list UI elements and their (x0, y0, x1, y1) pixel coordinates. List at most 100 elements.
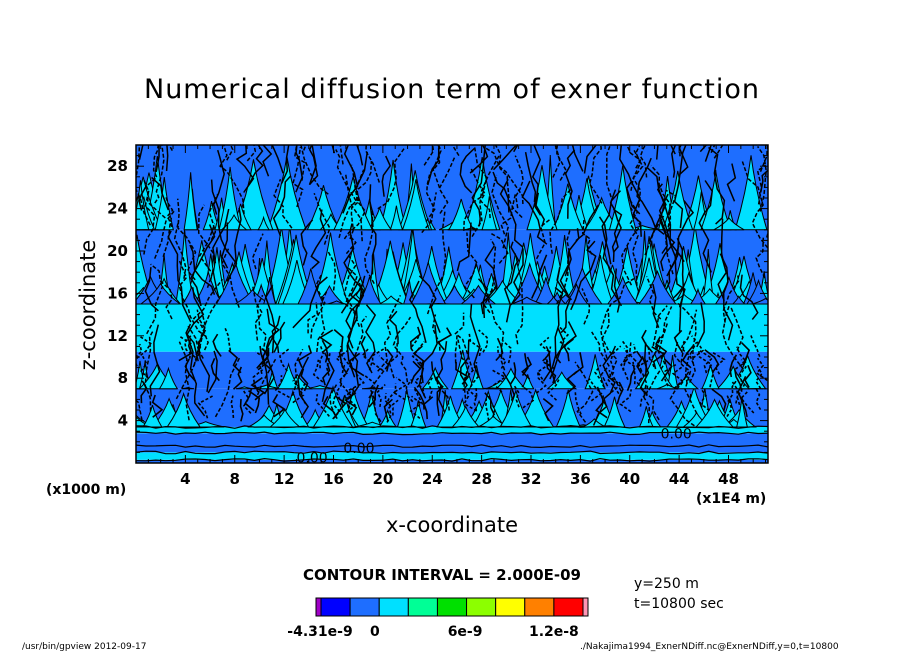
field-band (136, 452, 768, 460)
contour-line (509, 362, 517, 386)
contour-line (235, 145, 255, 193)
contour-line (598, 216, 623, 307)
contour-line (322, 362, 331, 386)
contour-line (427, 375, 434, 399)
contour-line (368, 384, 379, 408)
contour-line (344, 267, 361, 328)
contour-line (671, 145, 677, 178)
contour-line (333, 328, 344, 352)
contour-line (454, 312, 474, 372)
contour-line (601, 308, 622, 392)
contour-line (140, 380, 148, 404)
contour-line (293, 145, 306, 181)
contour-line (609, 189, 622, 263)
x-tick-label: 48 (718, 470, 739, 488)
contour-line (291, 348, 304, 396)
contour-line (542, 397, 554, 422)
field-band (136, 446, 768, 453)
contour-line (499, 178, 524, 248)
contour-line (674, 245, 686, 308)
contour-line (408, 280, 427, 343)
contour-line (658, 306, 673, 350)
contour-line (556, 266, 573, 301)
field-plume (499, 388, 533, 428)
contour-line (136, 444, 768, 449)
contour-line (165, 196, 174, 228)
y-tick-label: 24 (107, 200, 128, 218)
contour-line (198, 223, 216, 289)
contour-line (566, 370, 578, 395)
contour-line (521, 353, 529, 376)
contour-line (473, 388, 478, 411)
contour-line (497, 346, 507, 369)
contour-line (721, 303, 745, 370)
contour-line (348, 352, 365, 377)
contour-line (588, 145, 603, 204)
contour-line (729, 306, 744, 351)
contour-line (192, 278, 224, 351)
contour-line (272, 175, 292, 237)
contour-line (381, 155, 392, 197)
contour-line (392, 316, 412, 383)
contour-line (673, 329, 684, 354)
contour-line (297, 356, 310, 419)
contour-line (717, 218, 728, 301)
contour-line (731, 380, 739, 404)
contour-line (494, 145, 524, 205)
contour-line (150, 263, 173, 320)
field-plume (410, 400, 427, 428)
contour-line (754, 387, 762, 410)
contour-line (655, 145, 659, 160)
contour-line (392, 376, 408, 401)
field-plume (700, 172, 732, 231)
x-tick-label: 16 (323, 470, 344, 488)
contour-line (630, 149, 644, 191)
contour-line (310, 209, 327, 270)
contour-line (313, 192, 331, 245)
contour-line (343, 234, 357, 313)
contour-line (365, 304, 377, 374)
contour-line (300, 219, 314, 266)
contour-line (488, 394, 496, 418)
contour-line (418, 275, 441, 333)
contour-line (547, 377, 561, 401)
contour-line (346, 342, 360, 399)
contour-line (344, 174, 363, 242)
contour-line (386, 348, 394, 372)
contour-line (167, 230, 192, 323)
contour-line (711, 351, 726, 375)
colorbar-swatch (349, 597, 380, 617)
contour-line (622, 347, 631, 371)
contour-line (136, 145, 151, 226)
note-y: y=250 m (634, 576, 699, 592)
field-plume (511, 296, 543, 305)
contour-line (559, 326, 571, 351)
contour-line (409, 332, 422, 356)
contour-line (371, 347, 386, 372)
contour-line (619, 145, 642, 237)
contour-line (639, 384, 649, 407)
contour-line (271, 315, 281, 354)
contour-line (521, 384, 535, 409)
colorbar-swatch (582, 597, 589, 617)
contour-line (144, 267, 159, 312)
contour-line (480, 245, 498, 315)
contour-line (539, 336, 551, 361)
field-plume (440, 284, 469, 305)
contour-line (531, 254, 548, 299)
contour-line (250, 376, 266, 401)
contour-line (210, 357, 220, 382)
contour-line (257, 346, 269, 371)
contour-line (626, 145, 642, 169)
field-plume (666, 355, 679, 390)
contour-line (228, 349, 242, 374)
contour-line (226, 207, 242, 282)
contour-line (232, 366, 243, 390)
contour-line (708, 146, 726, 225)
contour-line (147, 145, 160, 186)
contour-line (426, 210, 447, 315)
contour-line (495, 337, 504, 362)
contour-line (221, 222, 229, 269)
contour-line (292, 379, 305, 404)
contour-line (327, 250, 337, 291)
